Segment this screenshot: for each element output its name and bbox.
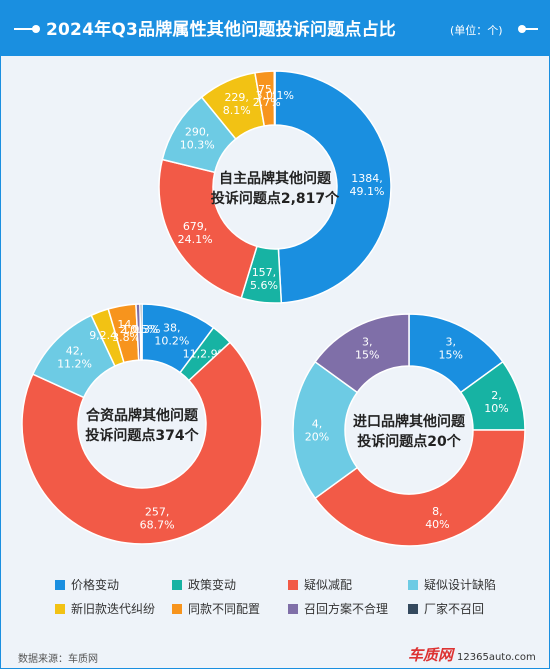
- slice-label-2-3: 257, 68.7%: [140, 505, 175, 531]
- slice-label-2-6: 14, 3.8%: [112, 318, 140, 344]
- slice-1-7: [273, 70, 276, 126]
- slice-label-2-1: 38, 10.2%: [154, 321, 189, 347]
- legend-swatch-7: [288, 604, 298, 614]
- slice-1-1: [274, 70, 392, 304]
- slice-label-3-1: 3, 15%: [439, 336, 463, 362]
- slice-label-3-7: 3, 15%: [355, 336, 379, 362]
- legend-swatch-1: [55, 580, 65, 590]
- center-label-2: 合资品牌其他问题投诉问题点374个: [85, 407, 199, 444]
- slice-label-3-3: 8, 40%: [425, 505, 449, 531]
- legend-swatch-3: [288, 580, 298, 590]
- slice-label-2-8: 1,0.3%: [122, 323, 160, 336]
- legend-item-8: 厂家不召回: [408, 600, 484, 617]
- legend-label-7: 召回方案不合理: [304, 602, 389, 616]
- legend-item-7: 召回方案不合理: [288, 600, 388, 617]
- slice-label-1-7: 3,0.1%: [255, 89, 293, 102]
- center-label-1: 自主品牌其他问题投诉问题点2,817个: [211, 170, 340, 207]
- legend-label-1: 价格变动: [71, 578, 120, 592]
- legend-swatch-2: [172, 580, 182, 590]
- slice-label-2-7: 2,0.5%: [120, 323, 158, 336]
- legend-label-6: 同款不同配置: [188, 602, 261, 616]
- header-right-line: [524, 28, 538, 30]
- header-left-dot: [32, 25, 40, 33]
- header-right-dot: [518, 25, 526, 33]
- legend-label-3: 疑似减配: [304, 578, 353, 592]
- slice-label-1-2: 157, 5.6%: [250, 266, 278, 292]
- slice-label-3-2: 2, 10%: [484, 389, 508, 415]
- data-source: 数据来源：车质网: [18, 654, 98, 665]
- legend-swatch-5: [55, 604, 65, 614]
- legend-swatch-6: [172, 604, 182, 614]
- slice-label-1-4: 290, 10.3%: [180, 125, 215, 151]
- slice-3-3: [314, 429, 526, 547]
- header-left-line: [14, 28, 34, 30]
- legend-item-2: 政策变动: [172, 576, 236, 593]
- center-label-3: 进口品牌其他问题投诉问题点20个: [353, 413, 466, 450]
- legend-label-5: 新旧款迭代纠纷: [71, 602, 156, 616]
- legend-label-8: 厂家不召回: [424, 602, 485, 616]
- legend-item-1: 价格变动: [55, 576, 119, 593]
- logo-site: 12365auto.com: [457, 652, 536, 663]
- legend-swatch-8: [408, 604, 418, 614]
- donut-charts: 1384, 49.1% 157, 5.6% 679, 24.1% 290, 10.3% 229,…: [21, 70, 526, 547]
- header-bar: 2024年Q3品牌属性其他问题投诉问题点占比 (单位：个): [0, 0, 550, 56]
- legend-swatch-4: [408, 580, 418, 590]
- slice-label-1-1: 1384, 49.1%: [349, 172, 384, 198]
- legend-item-5: 新旧款迭代纠纷: [55, 600, 155, 617]
- slice-1-3: [158, 158, 258, 299]
- slice-label-2-4: 42, 11.2%: [57, 345, 92, 371]
- slice-2-3: [21, 341, 263, 545]
- legend-item-4: 疑似设计缺陷: [408, 576, 496, 593]
- legend-label-4: 疑似设计缺陷: [424, 578, 497, 592]
- slice-2-8: [139, 303, 143, 361]
- slice-label-1-5: 229, 8.1%: [223, 91, 251, 117]
- brand-logo: 车质网 12365auto.com: [408, 644, 536, 665]
- slice-label-3-4: 4, 20%: [305, 418, 329, 444]
- logo-main: 车质网: [408, 646, 454, 664]
- legend-item-3: 疑似减配: [288, 576, 352, 593]
- donut-chart-1: 1384, 49.1% 157, 5.6% 679, 24.1% 290, 10.3% 229,…: [158, 70, 392, 304]
- chart-title: 2024年Q3品牌属性其他问题投诉问题点占比: [46, 20, 396, 40]
- legend-item-6: 同款不同配置: [172, 600, 260, 617]
- slice-label-1-3: 679, 24.1%: [178, 220, 213, 246]
- unit-label: (单位：个): [450, 24, 503, 37]
- donut-chart-2: 38, 10.2%11,2.9%257, 68.7%42, 11.2%9,2.4%14…: [21, 303, 263, 545]
- legend-label-2: 政策变动: [188, 578, 237, 592]
- slice-3-7: [314, 313, 410, 394]
- donut-chart-3: 3, 15% 2, 10% 8, 40% 4, 20% 3, 15% 进口品牌其他问题投诉问题点20…: [292, 313, 526, 547]
